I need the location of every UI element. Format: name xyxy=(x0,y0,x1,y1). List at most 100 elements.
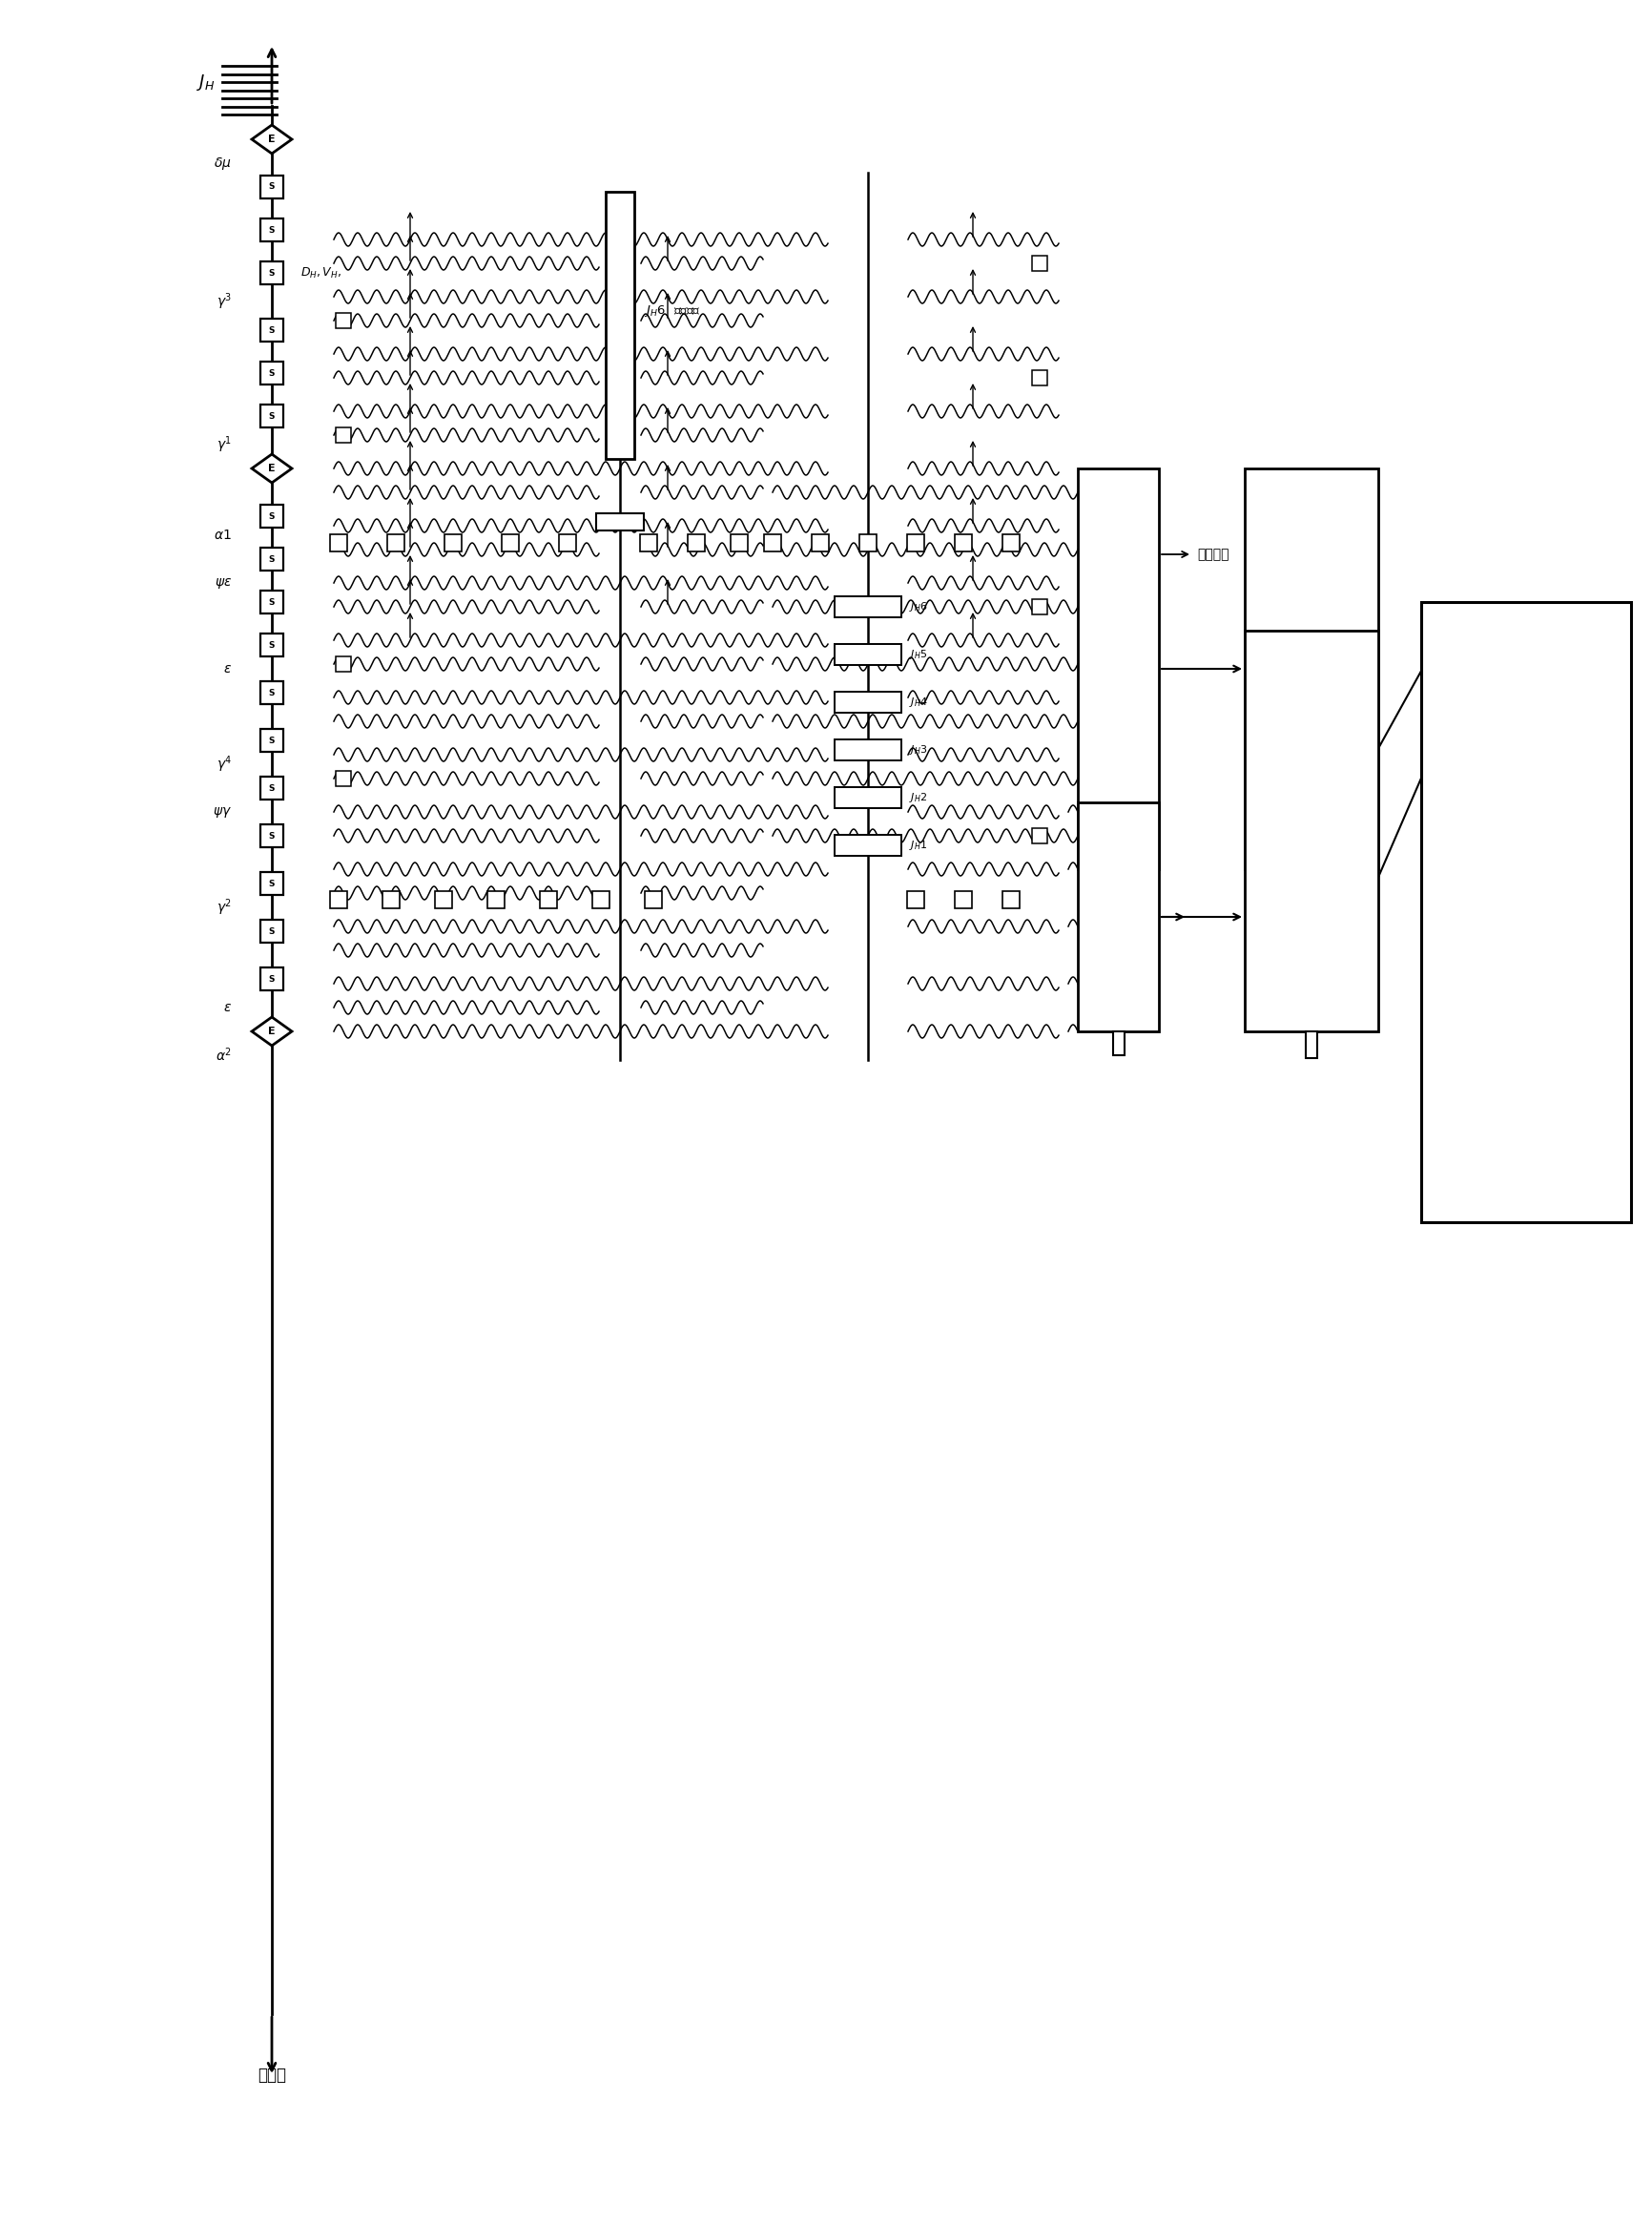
Text: $J_H$: $J_H$ xyxy=(197,71,215,91)
Text: $\varepsilon$: $\varepsilon$ xyxy=(223,1001,231,1014)
Bar xyxy=(330,534,347,552)
Text: E: E xyxy=(268,463,276,474)
Bar xyxy=(763,534,781,552)
Bar xyxy=(261,318,282,342)
Text: $J_H5$: $J_H5$ xyxy=(909,647,927,661)
Text: $J_H4$: $J_H4$ xyxy=(909,696,927,709)
Bar xyxy=(1112,1032,1123,1054)
Bar xyxy=(434,892,453,907)
Bar xyxy=(730,534,747,552)
Bar xyxy=(261,681,282,705)
Polygon shape xyxy=(251,125,292,153)
Text: S: S xyxy=(269,736,274,745)
Bar xyxy=(387,534,405,552)
Bar xyxy=(1031,256,1047,271)
Bar xyxy=(605,191,634,458)
Text: $J_H6$  易位伴侣: $J_H6$ 易位伴侣 xyxy=(643,302,700,318)
Bar xyxy=(1001,892,1019,907)
Bar xyxy=(261,505,282,527)
Text: S: S xyxy=(269,225,274,234)
Bar xyxy=(644,892,661,907)
Bar xyxy=(834,596,900,618)
Bar xyxy=(261,176,282,198)
Bar xyxy=(335,314,350,329)
Bar xyxy=(1031,827,1047,843)
Bar xyxy=(859,534,876,552)
Text: 中心粒: 中心粒 xyxy=(258,2066,286,2084)
Text: 用Cy3（或Cy5）标记: 用Cy3（或Cy5）标记 xyxy=(1303,618,1317,721)
Text: E: E xyxy=(268,133,276,145)
Bar xyxy=(639,534,657,552)
Bar xyxy=(261,825,282,847)
Text: S: S xyxy=(269,598,274,607)
Bar xyxy=(261,262,282,285)
Text: S: S xyxy=(269,182,274,191)
Text: $\gamma^1$: $\gamma^1$ xyxy=(216,434,231,456)
Text: $J_H1$: $J_H1$ xyxy=(909,838,927,852)
Text: S: S xyxy=(269,327,274,334)
Bar xyxy=(335,427,350,443)
Text: 在瓦片密度定制: 在瓦片密度定制 xyxy=(1495,856,1556,872)
Bar xyxy=(834,692,900,712)
Text: $D_H, V_H,$: $D_H, V_H,$ xyxy=(301,265,342,280)
Text: S: S xyxy=(269,554,274,563)
Bar xyxy=(261,729,282,752)
Bar xyxy=(834,645,900,665)
Bar xyxy=(261,921,282,943)
Bar xyxy=(955,534,971,552)
Bar xyxy=(558,534,577,552)
Text: S: S xyxy=(269,269,274,278)
Text: S: S xyxy=(269,411,274,420)
Bar xyxy=(1244,632,1378,1032)
Text: $J_H3$: $J_H3$ xyxy=(909,743,927,756)
Bar xyxy=(1077,803,1158,1032)
Bar xyxy=(596,514,643,532)
Polygon shape xyxy=(251,454,292,483)
Polygon shape xyxy=(251,1016,292,1045)
Text: S: S xyxy=(269,927,274,936)
Bar xyxy=(1031,369,1047,385)
Text: E: E xyxy=(268,1027,276,1036)
Bar xyxy=(834,787,900,807)
Bar xyxy=(834,834,900,856)
Bar xyxy=(591,892,610,907)
Text: $J_H2$: $J_H2$ xyxy=(909,792,927,805)
Text: 转换区: 转换区 xyxy=(1110,905,1125,930)
Bar xyxy=(261,363,282,385)
Bar xyxy=(261,872,282,894)
Bar xyxy=(1244,469,1378,870)
Bar xyxy=(261,405,282,427)
Text: S: S xyxy=(269,783,274,792)
Bar xyxy=(907,892,923,907)
Bar xyxy=(834,738,900,761)
Text: $\alpha^2$: $\alpha^2$ xyxy=(215,1045,231,1063)
Bar xyxy=(955,892,971,907)
Text: $\alpha 1$: $\alpha 1$ xyxy=(213,529,231,543)
Bar xyxy=(1112,870,1123,894)
Text: $\gamma^3$: $\gamma^3$ xyxy=(216,291,231,311)
Text: S: S xyxy=(269,974,274,983)
Text: S: S xyxy=(269,878,274,887)
Text: S: S xyxy=(269,689,274,696)
Bar xyxy=(261,776,282,801)
Bar xyxy=(444,534,461,552)
Bar xyxy=(335,772,350,785)
Bar xyxy=(1077,469,1158,870)
Bar xyxy=(811,534,828,552)
Text: 寡核苷酸阵列上共杂交: 寡核苷酸阵列上共杂交 xyxy=(1482,952,1569,967)
Text: $\varepsilon$: $\varepsilon$ xyxy=(223,663,231,676)
Text: $\gamma^2$: $\gamma^2$ xyxy=(216,896,231,919)
Bar xyxy=(261,547,282,572)
Bar xyxy=(261,218,282,242)
Bar xyxy=(687,534,704,552)
Bar xyxy=(1305,870,1317,896)
Bar xyxy=(1305,1032,1317,1059)
Bar xyxy=(487,892,504,907)
Bar xyxy=(382,892,400,907)
Text: S: S xyxy=(269,832,274,841)
Text: $\gamma^4$: $\gamma^4$ xyxy=(216,754,231,774)
Bar xyxy=(1421,603,1631,1223)
Bar xyxy=(1031,598,1047,614)
Bar xyxy=(540,892,557,907)
Text: $\psi\varepsilon$: $\psi\varepsilon$ xyxy=(215,576,231,589)
